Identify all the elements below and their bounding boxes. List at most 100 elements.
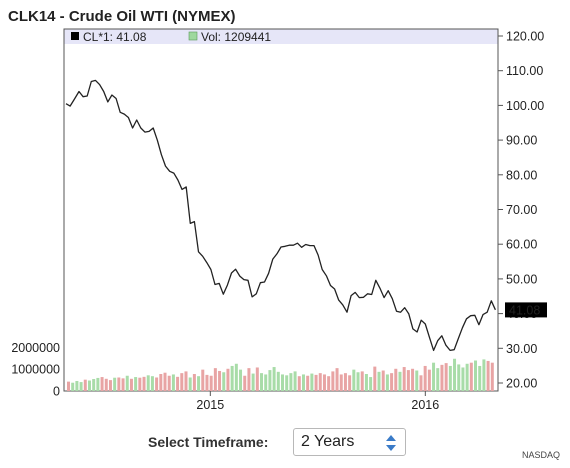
last-price-marker-bg <box>505 302 547 318</box>
price-tick-label: 20.00 <box>506 377 537 391</box>
date-axis: 2015 2016 <box>196 391 439 412</box>
volume-bar <box>310 373 314 391</box>
volume-bar <box>390 373 394 391</box>
volume-axis: 0 1000000 2000000 <box>11 341 60 399</box>
volume-bar <box>411 368 415 391</box>
volume-bar <box>180 373 184 391</box>
volume-bar <box>100 377 104 391</box>
volume-bar <box>318 373 322 391</box>
volume-bar <box>184 371 188 391</box>
volume-bar <box>92 379 96 391</box>
volume-bar <box>469 362 473 391</box>
volume-bar <box>234 363 238 391</box>
volume-bar <box>218 370 222 391</box>
volume-bar <box>406 370 410 391</box>
volume-bar <box>478 365 482 391</box>
volume-bar <box>104 378 108 391</box>
price-tick-label: 30.00 <box>506 342 537 356</box>
updown-arrows-icon <box>386 435 396 451</box>
volume-bar <box>301 374 305 391</box>
volume-bar <box>352 369 356 391</box>
date-tick-label: 2016 <box>411 398 439 412</box>
volume-bar <box>155 377 159 391</box>
plot-frame <box>63 28 499 392</box>
volume-bar <box>247 368 251 392</box>
volume-legend-label: Vol: 1209441 <box>201 30 271 44</box>
volume-bar <box>331 371 335 391</box>
volume-bar <box>176 376 180 391</box>
volume-tick-label: 2000000 <box>11 341 60 355</box>
volume-bar <box>255 367 259 391</box>
volume-bar <box>134 377 138 391</box>
volume-bar <box>394 368 398 391</box>
source-label: NASDAQ <box>521 450 560 460</box>
volume-bar <box>381 370 385 391</box>
volume-bar <box>285 375 289 391</box>
last-price-marker-label: 41.08 <box>509 303 540 317</box>
price-line <box>65 79 496 352</box>
volume-bar <box>268 370 272 391</box>
volume-bar <box>167 375 171 391</box>
volume-bars <box>67 358 494 392</box>
volume-bar <box>276 371 280 391</box>
volume-bar <box>423 365 427 391</box>
volume-bar <box>222 372 226 391</box>
timeframe-value: 2 Years <box>301 433 355 450</box>
volume-bar <box>461 367 465 391</box>
volume-bar <box>356 372 360 391</box>
price-tick-label: 70.00 <box>506 203 537 217</box>
volume-bar <box>205 374 209 391</box>
volume-bar <box>260 373 264 391</box>
volume-bar <box>171 374 175 391</box>
volume-bar <box>138 377 142 391</box>
volume-bar <box>281 374 284 391</box>
volume-bar <box>360 371 364 391</box>
volume-bar <box>415 370 419 391</box>
price-tick-label: 60.00 <box>506 238 537 252</box>
price-tick-label: 100.00 <box>506 99 544 113</box>
volume-bar <box>465 363 469 391</box>
volume-bar <box>482 359 486 391</box>
volume-bar <box>369 377 373 391</box>
volume-bar <box>432 362 436 391</box>
volume-bar <box>146 375 150 391</box>
volume-bar <box>339 374 343 391</box>
volume-bar <box>335 368 339 392</box>
volume-bar <box>264 374 268 391</box>
volume-bar <box>314 374 318 391</box>
volume-legend-swatch <box>188 31 198 41</box>
volume-tick-label: 0 <box>53 385 60 399</box>
volume-bar <box>163 372 167 391</box>
price-axis: 20.0030.0040.0050.0060.0070.0080.0090.00… <box>498 30 544 391</box>
volume-bar <box>457 364 461 391</box>
volume-bar <box>243 375 247 391</box>
chart-title: CLK14 - Crude Oil WTI (NYMEX) <box>8 8 236 25</box>
volume-bar <box>129 378 133 391</box>
volume-bar <box>322 374 326 391</box>
volume-bar <box>427 369 431 391</box>
volume-bar <box>79 382 83 391</box>
volume-bar <box>125 375 129 391</box>
volume-bar <box>293 371 297 391</box>
volume-bar <box>251 373 255 391</box>
volume-bar <box>436 368 440 392</box>
volume-bar <box>448 365 452 391</box>
volume-bar <box>419 375 423 391</box>
price-legend-swatch <box>71 32 79 40</box>
volume-bar <box>402 367 406 391</box>
volume-bar <box>327 376 331 391</box>
volume-bar <box>239 369 243 391</box>
volume-bar <box>230 365 234 391</box>
timeframe-select[interactable]: 2 Years <box>293 428 406 456</box>
volume-bar <box>453 358 457 391</box>
volume-bar <box>201 369 205 391</box>
volume-bar <box>474 360 478 391</box>
volume-bar <box>108 380 112 391</box>
volume-bar <box>213 368 217 392</box>
volume-bar <box>373 366 377 391</box>
volume-bar <box>226 368 230 391</box>
date-tick-label: 2015 <box>196 398 224 412</box>
volume-bar <box>67 381 70 391</box>
volume-bar <box>197 376 201 391</box>
